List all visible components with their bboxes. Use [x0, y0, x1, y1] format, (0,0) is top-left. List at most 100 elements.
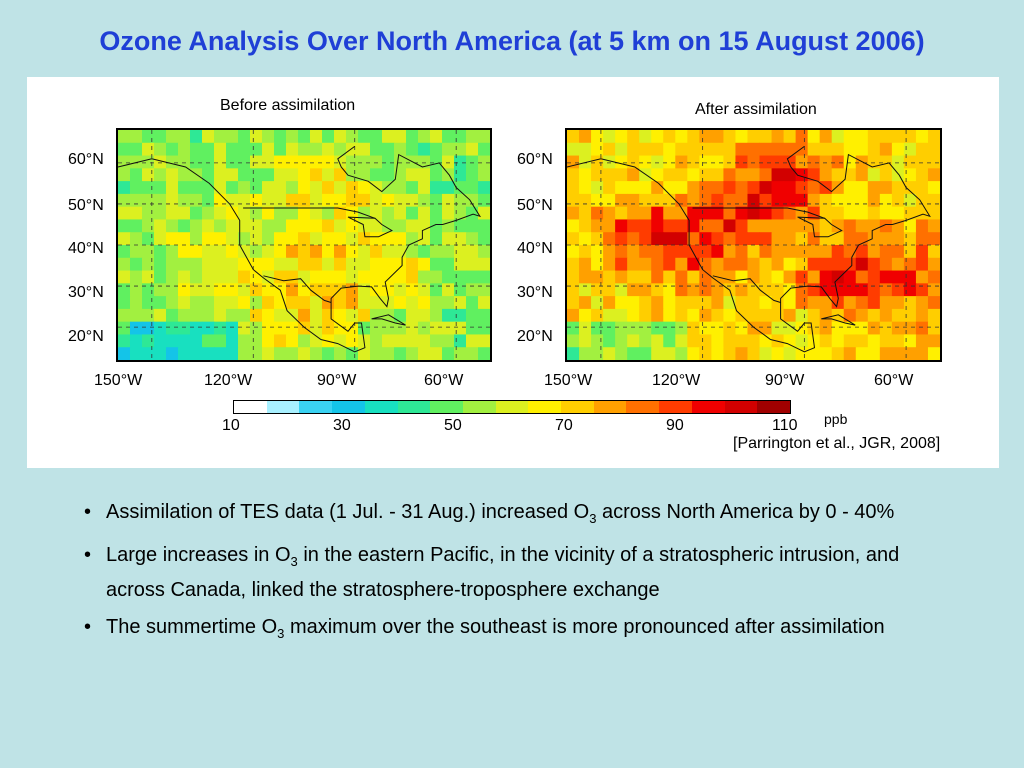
- heatmap-cell: [831, 155, 845, 169]
- heatmap-cell: [226, 245, 239, 259]
- heatmap-cell: [579, 130, 592, 144]
- map-title-after: After assimilation: [695, 101, 817, 118]
- heatmap-cell: [879, 193, 893, 208]
- heatmap-cell: [154, 130, 167, 144]
- heatmap-cell: [723, 321, 736, 335]
- heatmap-cell: [214, 155, 227, 169]
- heatmap-cell: [466, 334, 479, 348]
- heatmap-cell: [735, 142, 748, 157]
- heatmap-cell: [651, 245, 664, 259]
- heatmap-cell: [915, 130, 929, 144]
- heatmap-cell: [591, 155, 604, 169]
- heatmap-cell: [166, 257, 179, 272]
- heatmap-cell: [891, 142, 905, 157]
- heatmap-cell: [855, 296, 869, 310]
- heatmap-cell: [891, 206, 905, 220]
- heatmap-cell: [879, 155, 893, 169]
- heatmap-cell: [202, 155, 215, 169]
- heatmap-cell: [891, 155, 905, 169]
- heatmap-cell: [190, 257, 203, 272]
- heatmap-cell: [238, 168, 251, 182]
- heatmap-cell: [927, 283, 940, 297]
- heatmap-cell: [478, 142, 490, 157]
- heatmap-cell: [591, 321, 604, 335]
- heatmap-cell: [663, 347, 676, 360]
- heatmap-cell: [154, 219, 167, 233]
- heatmap-cell: [879, 142, 893, 157]
- heatmap-cell: [430, 321, 443, 335]
- heatmap-cell: [723, 193, 736, 208]
- heatmap-cell: [879, 168, 893, 182]
- heatmap-cell: [166, 206, 179, 220]
- heatmap-cell: [663, 257, 676, 272]
- heatmap-cell: [783, 142, 797, 157]
- heatmap-cell: [478, 270, 490, 284]
- heatmap-cell: [615, 193, 628, 208]
- heatmap-cell: [166, 142, 179, 157]
- heatmap-cell: [478, 321, 490, 335]
- heatmap-cell: [178, 321, 191, 335]
- heatmap-cell: [879, 283, 893, 297]
- heatmap-cell: [406, 181, 419, 195]
- heatmap-cell: [166, 347, 179, 360]
- heatmap-cell: [891, 334, 905, 348]
- heatmap-cell: [202, 296, 215, 310]
- heatmap-cell: [783, 347, 797, 360]
- heatmap-cell: [466, 168, 479, 182]
- heatmap-cell: [639, 334, 652, 348]
- heatmap-cell: [262, 155, 275, 169]
- heatmap-cell: [843, 270, 857, 284]
- heatmap-cell: [346, 270, 359, 284]
- heatmap-cell: [322, 206, 335, 220]
- heatmap-cell: [202, 130, 215, 144]
- heatmap-cell: [627, 334, 640, 348]
- heatmap-cell: [418, 181, 431, 195]
- heatmap-cell: [831, 219, 845, 233]
- heatmap-cell: [130, 130, 143, 144]
- heatmap-cell: [759, 193, 773, 208]
- heatmap-cell: [723, 181, 736, 195]
- heatmap-cell: [639, 270, 652, 284]
- heatmap-cell: [675, 181, 688, 195]
- heatmap-cell: [579, 296, 592, 310]
- heatmap-cell: [178, 296, 191, 310]
- heatmap-cell: [430, 308, 443, 323]
- heatmap-cell: [795, 181, 809, 195]
- heatmap-cell: [394, 283, 407, 297]
- heatmap-cell: [915, 245, 929, 259]
- heatmap-cell: [579, 181, 592, 195]
- heatmap-cell: [406, 257, 419, 272]
- heatmap-cell: [615, 308, 628, 323]
- heatmap-cell: [466, 181, 479, 195]
- heatmap-cell: [286, 321, 299, 335]
- heatmap-cell: [639, 283, 652, 297]
- heatmap-cell: [711, 283, 724, 297]
- heatmap-cell: [807, 257, 821, 272]
- heatmap-cell: [178, 257, 191, 272]
- heatmap-cell: [394, 334, 407, 348]
- heatmap-cell: [310, 181, 323, 195]
- heatmap-cell: [394, 257, 407, 272]
- heatmap-cell: [903, 347, 917, 360]
- heatmap-cell: [154, 245, 167, 259]
- heatmap-cell: [603, 181, 616, 195]
- heatmap-cell: [759, 308, 773, 323]
- heatmap-cell: [711, 347, 724, 360]
- heatmap-cell: [358, 270, 371, 284]
- heatmap-cell: [843, 142, 857, 157]
- heatmap-cell: [651, 232, 664, 246]
- colorbar-segment: [528, 401, 562, 413]
- heatmap-cell: [190, 296, 203, 310]
- heatmap-cell: [214, 321, 227, 335]
- heatmap-cell: [855, 321, 869, 335]
- heatmap-cell: [454, 257, 467, 272]
- heatmap-cell: [274, 130, 287, 144]
- heatmap-cell: [154, 193, 167, 208]
- heatmap-cell: [466, 296, 479, 310]
- heatmap-cell: [166, 130, 179, 144]
- heatmap-cell: [322, 142, 335, 157]
- heatmap-cell: [795, 155, 809, 169]
- heatmap-cell: [927, 219, 940, 233]
- heatmap-cell: [807, 270, 821, 284]
- heatmap-cell: [418, 219, 431, 233]
